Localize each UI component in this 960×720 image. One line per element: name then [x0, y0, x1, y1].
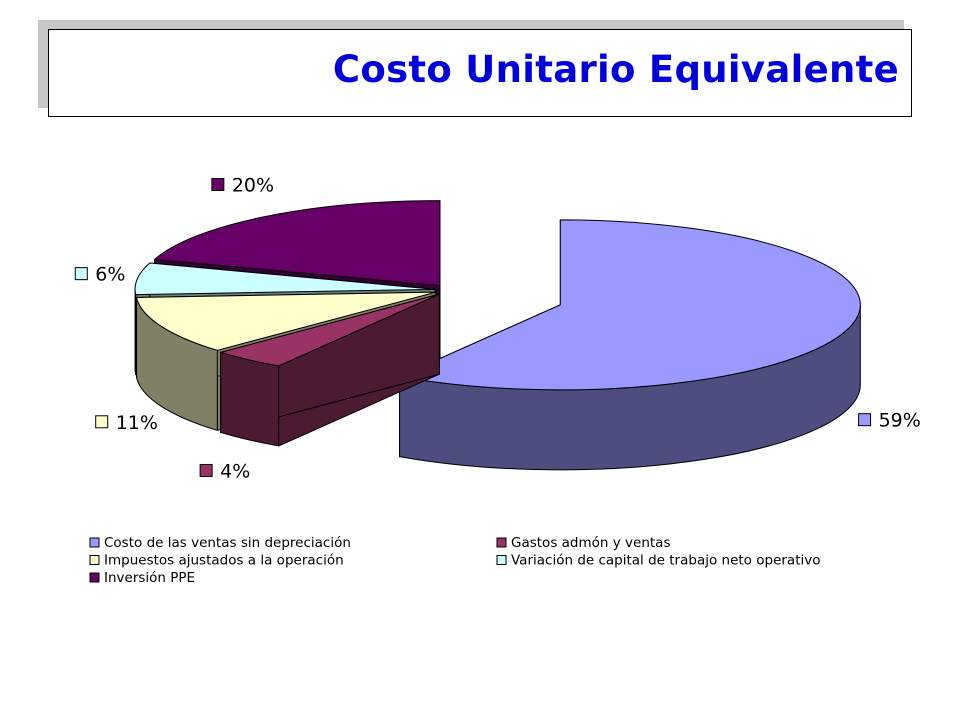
title-box: Costo Unitario Equivalente	[48, 29, 912, 117]
pie-labels: 59% 4% 11% 6% 20%	[74, 175, 921, 482]
legend-item-costo-de-las-ventas-sin-depreciacion: Costo de las ventas sin depreciación	[89, 535, 351, 551]
legend-swatch	[89, 572, 100, 583]
legend: Costo de las ventas sin depreciación Gast…	[89, 535, 821, 586]
legend-swatch	[496, 537, 507, 548]
pie-label-inversion-ppe: 20%	[211, 175, 274, 197]
page-title: Costo Unitario Equivalente	[332, 48, 899, 91]
slice-top-face	[153, 200, 441, 287]
pie-slices	[134, 200, 861, 471]
label-text: 6%	[95, 264, 125, 286]
pie-label-variacion-de-capital-de-trabajo-neto-operativo: 6%	[74, 264, 125, 286]
label-swatch	[95, 415, 109, 429]
label-text: 4%	[220, 460, 250, 482]
slice-top-face	[134, 262, 436, 296]
legend-swatch	[89, 537, 100, 548]
label-swatch	[199, 463, 213, 477]
label-swatch	[211, 178, 225, 192]
pie-label-impuestos-ajustados-a-la-operacion: 11%	[95, 412, 158, 434]
slice-top-face	[397, 219, 861, 391]
legend-item-inversion-ppe: Inversión PPE	[89, 570, 195, 586]
pie-slice-costo-de-las-ventas-sin-depreciacion	[397, 219, 861, 471]
pie-slice-gastos-admon-y-ventas	[218, 293, 440, 447]
label-text: 59%	[879, 410, 921, 432]
legend-swatch	[89, 555, 100, 565]
legend-item-variacion-de-capital-de-trabajo-neto-operativo: Variación de capital de trabajo neto ope…	[496, 553, 821, 569]
legend-label: Inversión PPE	[104, 570, 195, 586]
pie-label-costo-de-las-ventas-sin-depreciacion: 59%	[858, 410, 921, 432]
label-swatch	[74, 267, 88, 281]
label-text: 11%	[116, 412, 158, 434]
pie-label-gastos-admon-y-ventas: 4%	[199, 460, 250, 482]
legend-label: Variación de capital de trabajo neto ope…	[511, 553, 821, 569]
legend-label: Costo de las ventas sin depreciación	[104, 535, 351, 551]
legend-item-gastos-admon-y-ventas: Gastos admón y ventas	[496, 535, 670, 551]
legend-item-impuestos-ajustados-a-la-operacion: Impuestos ajustados a la operación	[89, 553, 344, 569]
legend-label: Gastos admón y ventas	[511, 535, 670, 551]
slice-top-face	[218, 293, 440, 367]
legend-label: Impuestos ajustados a la operación	[104, 553, 344, 569]
slice-outer-wall	[134, 289, 137, 375]
label-text: 20%	[232, 175, 274, 197]
slice-top-face	[135, 291, 437, 351]
legend-swatch	[496, 555, 507, 565]
label-swatch	[858, 413, 872, 427]
slice-outer-wall	[220, 351, 280, 447]
